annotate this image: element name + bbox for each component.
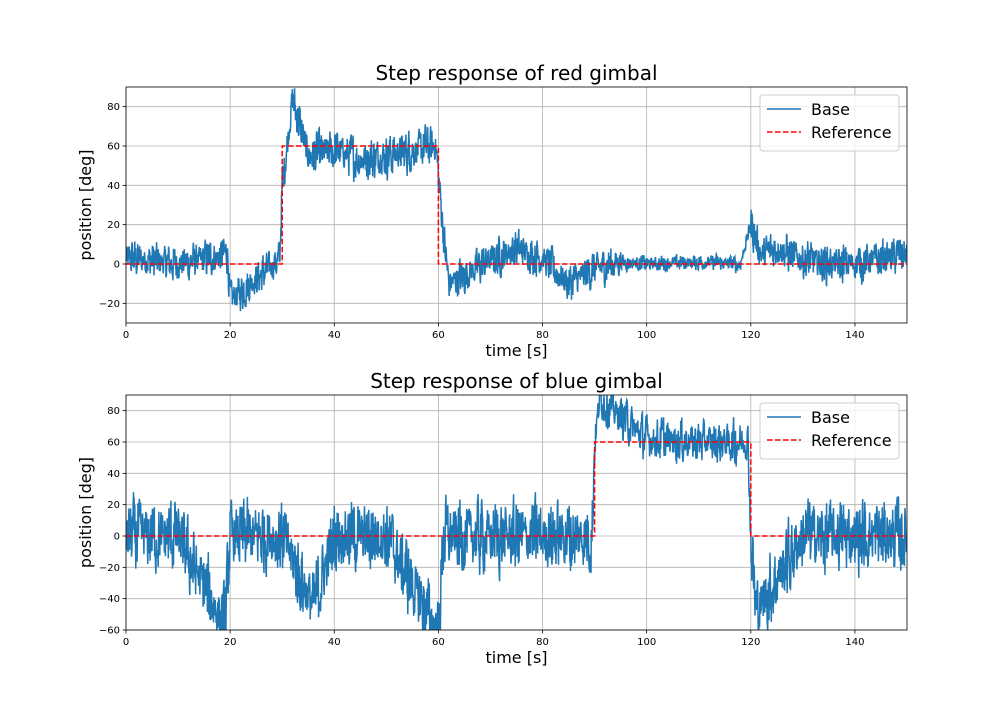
y-tick-label: 0 [114, 532, 120, 543]
x-tick-label: 120 [741, 637, 760, 648]
legend-label: Reference [811, 123, 892, 142]
legend: Base Reference [759, 402, 900, 460]
legend-label: Base [811, 408, 850, 427]
y-axis-label: position [deg] [76, 457, 95, 568]
y-tick-label: 80 [107, 102, 120, 113]
x-tick-label: 20 [224, 637, 237, 648]
series-line-reference [126, 145, 907, 265]
y-tick-label: 0 [114, 260, 120, 271]
subplot-2: 0 20 40 60 80 100 120 140 −60 −40 −20 0 20 40 60 80 Step… [76, 369, 908, 667]
x-tick-label: 20 [224, 330, 237, 341]
x-tick-label: 120 [741, 330, 760, 341]
y-tick-label: 60 [107, 142, 120, 153]
series-line-base [126, 88, 907, 312]
series-line-reference [126, 441, 907, 537]
x-tick-label: 100 [637, 330, 656, 341]
axes-frame [125, 394, 908, 631]
y-axis-label: position [deg] [76, 149, 95, 260]
legend: Base Reference [759, 94, 900, 152]
y-tick-label: −60 [99, 626, 120, 637]
x-tick-label: 140 [845, 637, 864, 648]
x-tick-label: 40 [328, 330, 341, 341]
chart-title: Step response of blue gimbal [370, 369, 663, 393]
series-line-base [126, 395, 907, 630]
x-tick-label: 40 [328, 637, 341, 648]
x-tick-label: 60 [432, 330, 445, 341]
subplot-1: 0 20 40 60 80 100 120 140 −20 0 20 40 60 80 Step respo… [76, 61, 908, 360]
x-tick-label: 80 [536, 330, 549, 341]
x-tick-label: 140 [845, 330, 864, 341]
y-tick-label: 40 [107, 469, 120, 480]
y-tick-label: 20 [107, 500, 120, 511]
x-tick-label: 80 [536, 637, 549, 648]
legend-label: Reference [811, 431, 892, 450]
x-axis-label: time [s] [485, 341, 547, 360]
x-tick-label: 0 [123, 330, 129, 341]
y-tick-label: −40 [99, 594, 120, 605]
y-tick-label: 80 [107, 406, 120, 417]
x-tick-label: 100 [637, 637, 656, 648]
y-tick-label: 40 [107, 181, 120, 192]
y-tick-label: −20 [99, 299, 120, 310]
y-tick-label: 60 [107, 438, 120, 449]
x-axis-label: time [s] [485, 648, 547, 667]
y-tick-label: 20 [107, 220, 120, 231]
x-tick-label: 60 [432, 637, 445, 648]
chart-title: Step response of red gimbal [375, 61, 657, 85]
y-tick-label: −20 [99, 563, 120, 574]
x-tick-label: 0 [123, 637, 129, 648]
axes-frame [125, 86, 908, 324]
legend-label: Base [811, 100, 850, 119]
